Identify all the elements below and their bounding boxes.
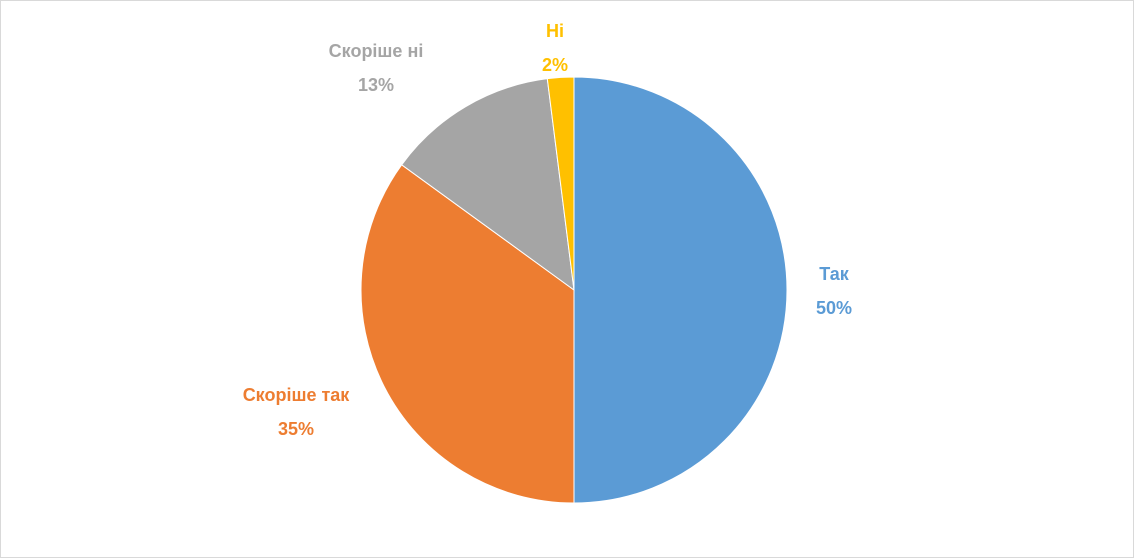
- slice-category-label: Так: [819, 264, 850, 284]
- pie-slice: [546, 76, 575, 291]
- slice-value-label: 2%: [542, 55, 568, 75]
- slice-value-label: 50%: [816, 298, 852, 318]
- pie-slice: [360, 164, 575, 504]
- slice-value-label: 35%: [278, 419, 314, 439]
- slice-category-label: Скоріше так: [243, 385, 351, 405]
- pie-slice: [400, 78, 575, 292]
- pie-slice: [573, 76, 788, 504]
- slice-category-label: Ні: [546, 21, 564, 41]
- slice-category-label: Скоріше ні: [329, 41, 424, 61]
- slice-value-label: 13%: [358, 75, 394, 95]
